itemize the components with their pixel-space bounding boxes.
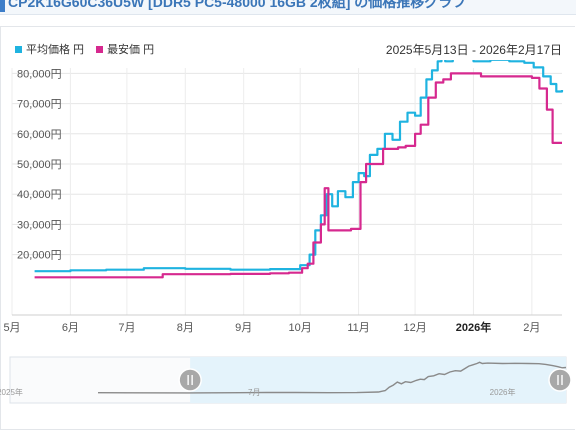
navigator-label: 2026年 [490,387,516,397]
x-tick-label: 9月 [235,322,252,334]
y-tick-label: 20,000円 [17,250,62,262]
navigator-label: 2025年 [0,387,23,397]
y-tick-label: 40,000円 [17,189,62,201]
y-tick-label: 50,000円 [17,159,62,171]
x-tick-label: 5月 [3,322,20,334]
legend-item-min[interactable]: 最安価 円 [96,41,154,57]
y-tick-label: 30,000円 [17,219,62,231]
x-tick-label: 12月 [403,322,426,334]
chart-header: CP2K16G60C36U5W [DDR5 PC5-48000 16GB 2枚組… [0,0,576,15]
series-line-min-price[interactable] [34,72,562,279]
legend-item-avg[interactable]: 平均価格 円 [15,41,84,57]
chart-title: CP2K16G60C36U5W [DDR5 PC5-48000 16GB 2枚組… [8,0,467,10]
x-tick-label: 11月 [347,322,369,334]
range-navigator[interactable]: 2025年 7月 2026年 [0,355,576,407]
price-line-chart[interactable]: 5月 6月 7月 8月 9月 10月 11月 12月 2026年 2月 20,000円 30,000円… [0,60,576,342]
navigator-series-line [97,361,567,394]
navigator-label: 7月 [248,388,260,397]
legend-min-label: 最安価 円 [107,44,155,56]
navigator-selection[interactable] [190,357,566,403]
navigator-right-handle[interactable] [548,368,572,392]
x-tick-label: 2026年 [456,320,491,334]
series-line-avg-price[interactable] [34,60,564,273]
x-tick-label: 2月 [523,322,540,334]
y-tick-label: 70,000円 [17,99,62,111]
y-tick-label: 60,000円 [17,129,62,141]
legend-avg-label: 平均価格 円 [26,44,85,56]
y-tick-label: 80,000円 [17,68,62,80]
legend-min-swatch [96,45,104,53]
date-range: 2025年5月13日 - 2026年2月17日 [385,43,562,57]
x-tick-label: 8月 [177,322,194,334]
navigator-left-handle[interactable] [178,368,202,392]
x-tick-label: 6月 [62,322,79,334]
x-tick-label: 10月 [289,322,312,334]
legend: 平均価格 円 最安価 円 [15,42,166,56]
legend-avg-swatch [15,45,22,53]
x-tick-label: 7月 [118,322,135,334]
header-accent-bar [0,0,5,12]
